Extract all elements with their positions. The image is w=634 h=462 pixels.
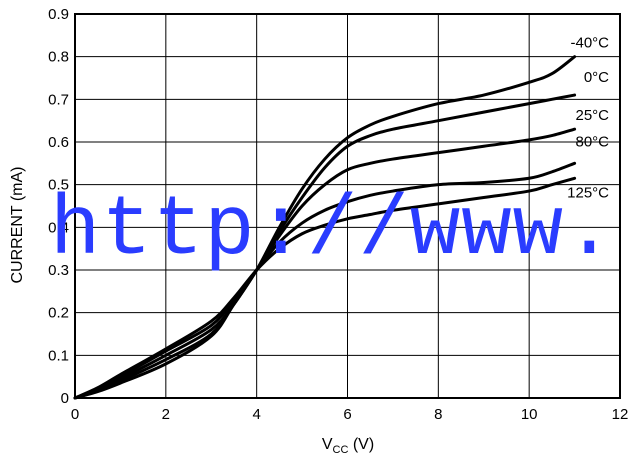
y-tick-label: 0.4 [48, 219, 69, 236]
x-tick-labels: 0 2 4 6 8 10 12 [71, 406, 629, 423]
series-label: 25°C [575, 107, 609, 124]
x-tick-label: 0 [71, 406, 79, 423]
x-axis-label: VCC (V) [322, 436, 374, 456]
series-label: 80°C [575, 133, 609, 150]
series-curves [73, 55, 577, 400]
series-label: -40°C [570, 35, 609, 52]
series-line [73, 55, 577, 400]
x-tick-label: 8 [434, 406, 442, 423]
y-tick-label: 0.1 [48, 347, 69, 364]
x-tick-label: 10 [521, 406, 538, 423]
y-tick-label: 0.8 [48, 49, 69, 66]
plot-frame [74, 13, 621, 399]
y-tick-label: 0.2 [48, 305, 69, 322]
x-tick-label: 4 [252, 406, 260, 423]
x-tick-label: 6 [343, 406, 351, 423]
y-tick-label: 0 [61, 390, 69, 407]
series-line [73, 93, 577, 400]
y-tick-label: 0.5 [48, 177, 69, 194]
series-line [73, 176, 577, 400]
series-label: 125°C [567, 184, 609, 201]
series-label: 0°C [584, 69, 609, 86]
watermark: http://www. [50, 184, 616, 279]
x-tick-label: 12 [612, 406, 629, 423]
y-tick-label: 0.7 [48, 91, 69, 108]
series-line [73, 161, 577, 400]
series-line [73, 127, 577, 400]
x-axis-label-subscript: CC [333, 444, 349, 456]
x-axis-label-unit: (V) [348, 436, 374, 453]
y-axis-label: CURRENT (mA) [9, 166, 26, 283]
y-tick-label: 0.3 [48, 262, 69, 279]
y-tick-labels: 0 0.1 0.2 0.3 0.4 0.5 0.6 0.7 0.8 0.9 [48, 6, 69, 407]
x-tick-label: 2 [162, 406, 170, 423]
y-tick-label: 0.6 [48, 134, 69, 151]
series-labels: -40°C 0°C 25°C 80°C 125°C [567, 35, 609, 202]
y-tick-label: 0.9 [48, 6, 69, 23]
